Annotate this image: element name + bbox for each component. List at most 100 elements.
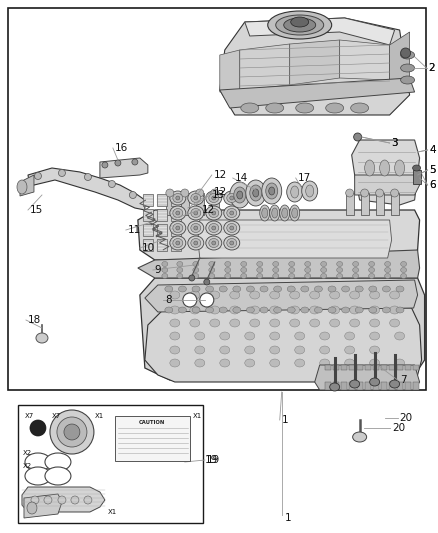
Text: 14: 14 [235, 173, 248, 183]
Text: 1: 1 [282, 415, 288, 425]
Ellipse shape [25, 453, 51, 471]
Ellipse shape [289, 262, 295, 266]
Bar [166, 193, 174, 215]
Ellipse shape [370, 346, 380, 354]
Bar [397, 382, 403, 390]
Polygon shape [340, 40, 390, 80]
Text: 5: 5 [430, 165, 436, 175]
Ellipse shape [170, 359, 180, 367]
Ellipse shape [102, 162, 108, 168]
Ellipse shape [50, 410, 94, 454]
Ellipse shape [270, 359, 280, 367]
Ellipse shape [245, 346, 255, 354]
Ellipse shape [370, 359, 380, 367]
Ellipse shape [177, 268, 183, 272]
Bar [365, 382, 371, 390]
Polygon shape [22, 487, 105, 512]
Ellipse shape [36, 333, 48, 343]
Bar [143, 194, 153, 206]
Ellipse shape [225, 268, 231, 272]
Bar [413, 382, 419, 390]
Ellipse shape [210, 319, 220, 327]
Ellipse shape [84, 496, 92, 504]
Ellipse shape [342, 286, 350, 292]
Ellipse shape [270, 346, 280, 354]
Ellipse shape [413, 165, 420, 171]
Ellipse shape [58, 169, 65, 176]
Text: 12: 12 [214, 187, 227, 197]
Ellipse shape [206, 221, 222, 235]
Ellipse shape [176, 196, 180, 200]
Text: 8: 8 [165, 295, 171, 305]
Ellipse shape [369, 273, 374, 279]
Ellipse shape [301, 286, 309, 292]
Ellipse shape [194, 226, 198, 230]
Ellipse shape [330, 383, 340, 391]
Ellipse shape [351, 103, 369, 113]
Ellipse shape [401, 51, 415, 59]
Text: 5: 5 [430, 165, 436, 175]
Ellipse shape [287, 307, 295, 313]
Ellipse shape [17, 180, 27, 194]
Ellipse shape [170, 191, 186, 205]
Ellipse shape [291, 186, 299, 198]
Text: 10: 10 [142, 243, 155, 253]
Ellipse shape [230, 226, 234, 230]
Text: X1: X1 [193, 413, 202, 419]
Bar [413, 170, 420, 184]
Ellipse shape [227, 208, 237, 217]
Ellipse shape [350, 319, 360, 327]
Ellipse shape [306, 185, 314, 197]
Polygon shape [138, 210, 420, 260]
Ellipse shape [395, 359, 405, 367]
Ellipse shape [401, 48, 410, 58]
Ellipse shape [310, 291, 320, 299]
Ellipse shape [370, 291, 380, 299]
Polygon shape [220, 78, 415, 108]
Ellipse shape [280, 205, 290, 221]
Ellipse shape [369, 268, 374, 272]
Ellipse shape [191, 238, 201, 247]
Ellipse shape [385, 273, 391, 279]
Ellipse shape [189, 275, 195, 281]
Ellipse shape [273, 268, 279, 272]
Bar [357, 365, 363, 370]
Polygon shape [220, 18, 410, 115]
Text: 12: 12 [214, 170, 227, 180]
Bar [341, 382, 346, 390]
Ellipse shape [194, 196, 198, 200]
Ellipse shape [353, 273, 359, 279]
Polygon shape [198, 220, 392, 258]
Bar [346, 193, 353, 215]
Ellipse shape [170, 346, 180, 354]
Text: 17: 17 [298, 173, 311, 183]
Ellipse shape [210, 306, 220, 314]
Ellipse shape [321, 262, 327, 266]
Ellipse shape [237, 191, 243, 199]
Text: 18: 18 [28, 315, 41, 325]
Ellipse shape [266, 183, 278, 199]
Ellipse shape [360, 189, 369, 197]
Bar [8, 8, 426, 390]
Polygon shape [314, 365, 420, 390]
Bar [143, 224, 153, 236]
Text: 7: 7 [399, 375, 406, 385]
Bar [413, 365, 419, 370]
Ellipse shape [205, 307, 214, 313]
Ellipse shape [194, 211, 198, 215]
Ellipse shape [195, 332, 205, 340]
Ellipse shape [320, 346, 330, 354]
Ellipse shape [200, 293, 214, 307]
Ellipse shape [290, 306, 300, 314]
Ellipse shape [310, 319, 320, 327]
Ellipse shape [382, 286, 390, 292]
Ellipse shape [230, 319, 240, 327]
Bar [115, 416, 190, 461]
Ellipse shape [289, 268, 295, 272]
Ellipse shape [30, 420, 46, 436]
Ellipse shape [227, 238, 237, 247]
Bar [18, 405, 203, 523]
Ellipse shape [292, 208, 298, 218]
Ellipse shape [337, 273, 343, 279]
Bar [143, 209, 153, 221]
